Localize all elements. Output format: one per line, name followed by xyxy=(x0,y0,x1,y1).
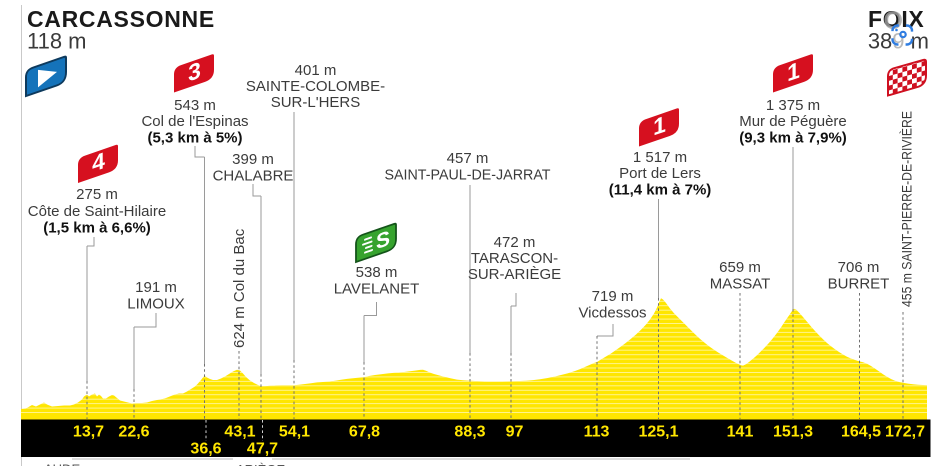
svg-text:MASSAT: MASSAT xyxy=(710,276,771,293)
svg-text:118 m: 118 m xyxy=(27,29,87,54)
svg-text:36,6: 36,6 xyxy=(190,441,221,458)
svg-text:ARIÈGE: ARIÈGE xyxy=(236,462,285,466)
svg-text:719 m: 719 m xyxy=(592,288,634,305)
svg-text:125,1: 125,1 xyxy=(638,424,678,441)
svg-text:AUDE: AUDE xyxy=(44,462,80,466)
svg-text:472 m: 472 m xyxy=(494,234,536,251)
svg-text:455 m SAINT-PIERRE-DE-RIVIÈRE: 455 m SAINT-PIERRE-DE-RIVIÈRE xyxy=(899,111,915,307)
svg-text:LAVELANET: LAVELANET xyxy=(334,281,420,298)
svg-text:191 m: 191 m xyxy=(135,279,177,296)
svg-text:Vicdessos: Vicdessos xyxy=(578,305,646,322)
svg-text:SAINT-PAUL-DE-JARRAT: SAINT-PAUL-DE-JARRAT xyxy=(385,167,551,184)
svg-text:538 m: 538 m xyxy=(356,264,398,281)
svg-text:Mur de Péguère: Mur de Péguère xyxy=(739,113,847,130)
svg-text:47,7: 47,7 xyxy=(247,441,278,458)
svg-text:CHALABRE: CHALABRE xyxy=(213,168,294,185)
svg-text:399 m: 399 m xyxy=(232,151,274,168)
svg-text:113: 113 xyxy=(584,424,610,441)
svg-text:SUR-ARIÈGE: SUR-ARIÈGE xyxy=(468,266,561,283)
svg-text:275 m: 275 m xyxy=(76,186,118,203)
svg-text:67,8: 67,8 xyxy=(349,424,380,441)
svg-text:4: 4 xyxy=(92,148,106,178)
svg-text:706 m: 706 m xyxy=(838,259,880,276)
svg-text:BURRET: BURRET xyxy=(828,276,890,293)
svg-text:O: O xyxy=(884,7,903,35)
svg-text:88,3: 88,3 xyxy=(454,424,485,441)
svg-text:LIMOUX: LIMOUX xyxy=(127,296,185,313)
svg-text:(5,3 km à 5%): (5,3 km à 5%) xyxy=(147,130,242,147)
svg-text:TARASCON-: TARASCON- xyxy=(471,250,558,267)
svg-text:FOIX: FOIX xyxy=(868,6,924,32)
svg-text:1: 1 xyxy=(653,112,666,142)
svg-text:SUR-L'HERS: SUR-L'HERS xyxy=(271,94,361,111)
svg-text:CARCASSONNE: CARCASSONNE xyxy=(27,6,215,32)
svg-text:54,1: 54,1 xyxy=(279,424,310,441)
svg-text:S: S xyxy=(376,225,390,254)
svg-text:(1,5 km à 6,6%): (1,5 km à 6,6%) xyxy=(43,220,151,237)
svg-text:1 517 m: 1 517 m xyxy=(633,149,687,166)
svg-text:457 m: 457 m xyxy=(447,150,489,167)
svg-text:164,5: 164,5 xyxy=(841,424,881,441)
svg-text:624 m Col du Bac: 624 m Col du Bac xyxy=(231,228,248,348)
svg-text:172,7: 172,7 xyxy=(885,424,925,441)
svg-text:(11,4 km à 7%): (11,4 km à 7%) xyxy=(609,182,712,199)
svg-text:659 m: 659 m xyxy=(719,259,761,276)
svg-text:43,1: 43,1 xyxy=(224,424,255,441)
svg-text:97: 97 xyxy=(506,424,524,441)
svg-text:1: 1 xyxy=(787,58,800,88)
svg-text:389 m: 389 m xyxy=(868,29,929,54)
svg-text:3: 3 xyxy=(188,58,201,88)
svg-text:22,6: 22,6 xyxy=(118,424,149,441)
svg-text:SAINTE-COLOMBE-: SAINTE-COLOMBE- xyxy=(246,78,385,95)
svg-text:543 m: 543 m xyxy=(174,97,216,114)
svg-text:(9,3 km à 7,9%): (9,3 km à 7,9%) xyxy=(739,130,847,147)
svg-text:141: 141 xyxy=(727,424,754,441)
svg-text:13,7: 13,7 xyxy=(73,424,104,441)
svg-text:151,3: 151,3 xyxy=(773,424,813,441)
svg-text:Côte de Saint-Hilaire: Côte de Saint-Hilaire xyxy=(28,203,166,220)
svg-text:Port de Lers: Port de Lers xyxy=(619,165,701,182)
svg-text:1 375 m: 1 375 m xyxy=(766,97,820,114)
svg-text:401 m: 401 m xyxy=(295,62,337,79)
svg-text:Col de l'Espinas: Col de l'Espinas xyxy=(141,113,248,130)
